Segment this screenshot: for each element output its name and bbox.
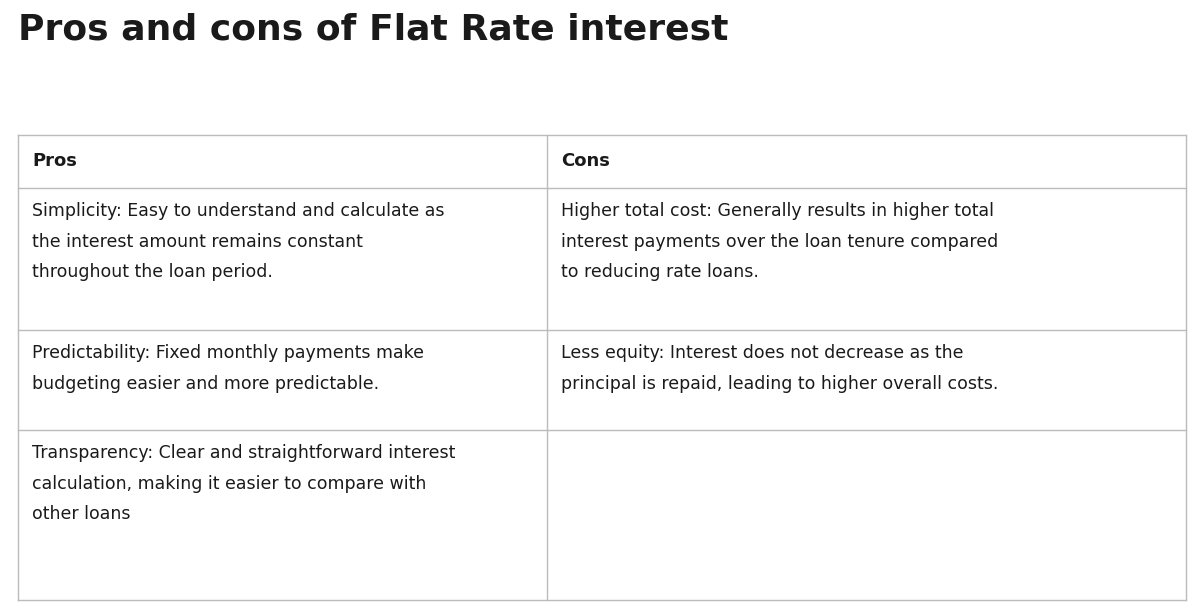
Text: Higher total cost: Generally results in higher total
interest payments over the : Higher total cost: Generally results in … [561, 202, 998, 281]
Text: Pros and cons of Flat Rate interest: Pros and cons of Flat Rate interest [18, 12, 728, 46]
Text: Predictability: Fixed monthly payments make
budgeting easier and more predictabl: Predictability: Fixed monthly payments m… [33, 344, 424, 393]
Text: Less equity: Interest does not decrease as the
principal is repaid, leading to h: Less equity: Interest does not decrease … [561, 344, 998, 393]
Text: Cons: Cons [561, 152, 610, 171]
Text: Pros: Pros [33, 152, 77, 171]
Text: Simplicity: Easy to understand and calculate as
the interest amount remains cons: Simplicity: Easy to understand and calcu… [33, 202, 444, 281]
Text: Transparency: Clear and straightforward interest
calculation, making it easier t: Transparency: Clear and straightforward … [33, 444, 455, 523]
